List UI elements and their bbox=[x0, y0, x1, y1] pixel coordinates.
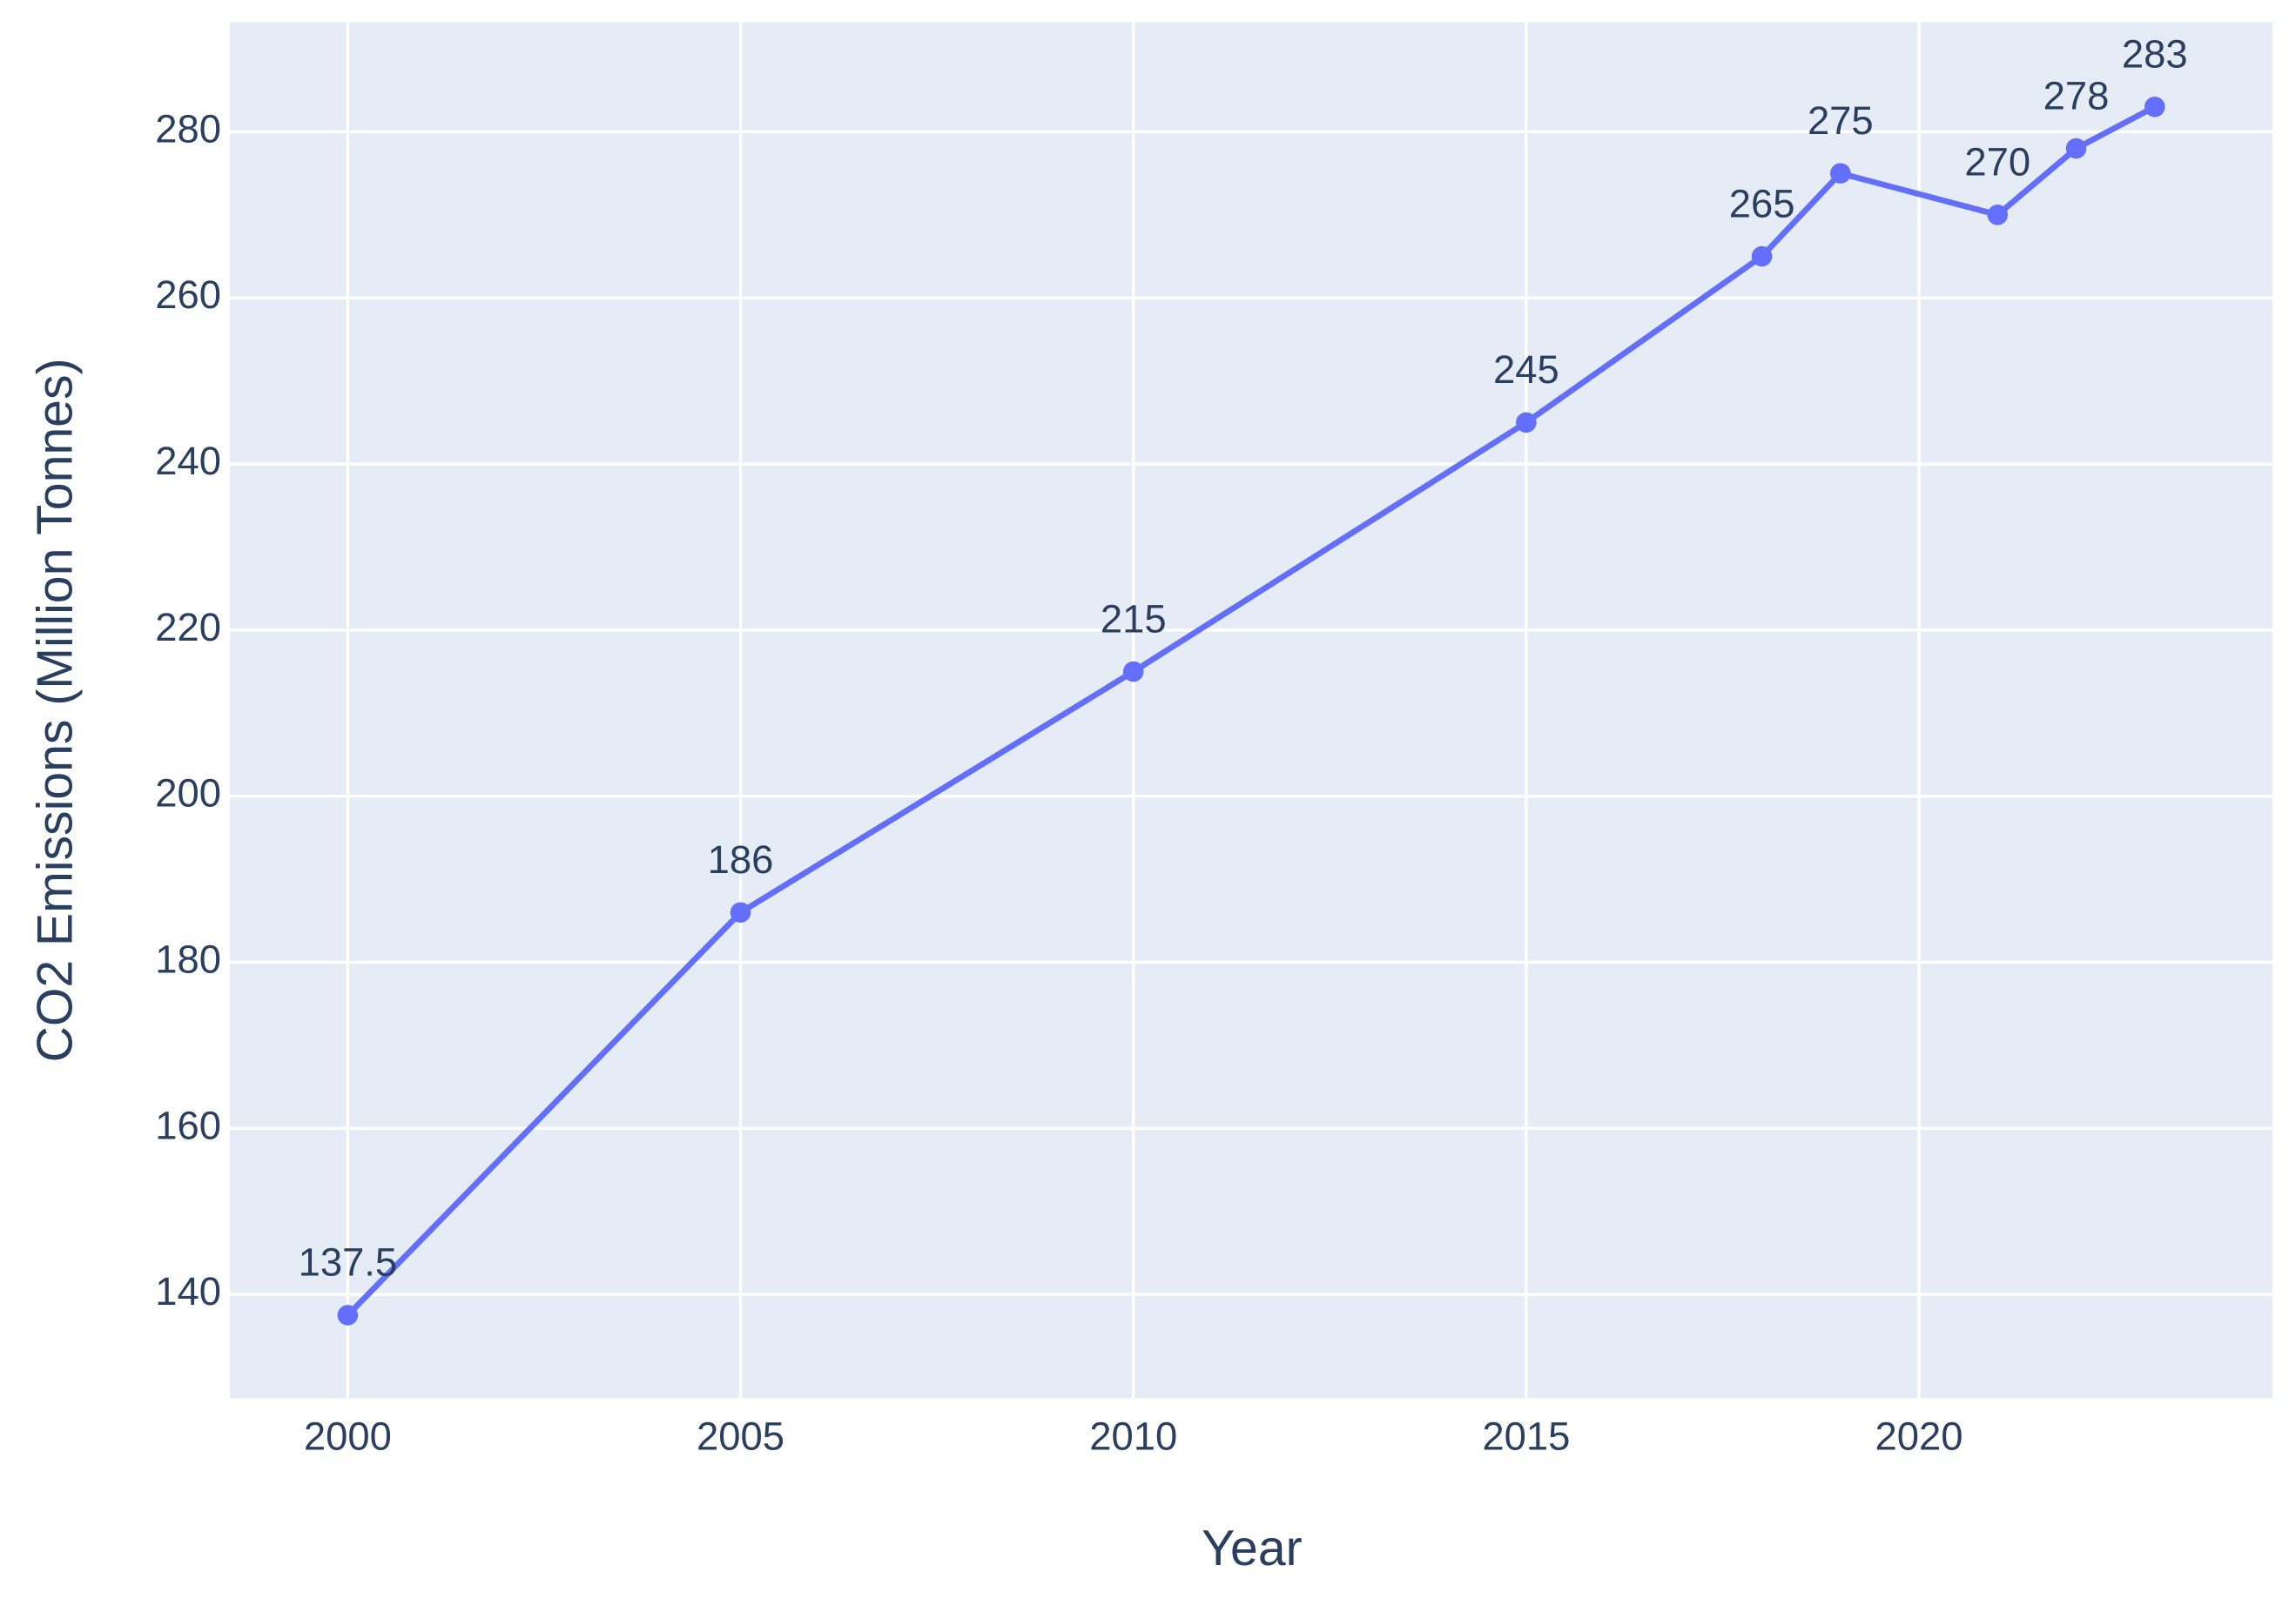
data-label: 245 bbox=[1493, 347, 1559, 392]
y-tick-label: 240 bbox=[155, 439, 221, 483]
marker bbox=[1830, 163, 1851, 184]
x-tick-label: 2010 bbox=[1089, 1414, 1177, 1458]
marker bbox=[2065, 138, 2087, 159]
marker bbox=[2144, 97, 2165, 118]
data-label: 275 bbox=[1808, 98, 1874, 143]
data-label: 278 bbox=[2044, 73, 2110, 118]
marker bbox=[1516, 412, 1537, 433]
y-axis-title: CO2 Emissions (Million Tonnes) bbox=[27, 358, 83, 1062]
x-tick-label: 2015 bbox=[1482, 1414, 1570, 1458]
marker bbox=[1122, 661, 1144, 682]
marker bbox=[337, 1305, 359, 1326]
y-tick-label: 200 bbox=[155, 771, 221, 816]
data-label: 265 bbox=[1729, 181, 1795, 225]
y-tick-label: 220 bbox=[155, 605, 221, 649]
y-tick-label: 140 bbox=[155, 1269, 221, 1313]
grid bbox=[230, 22, 2273, 1399]
data-label: 186 bbox=[708, 837, 774, 882]
x-tick-label: 2000 bbox=[304, 1414, 392, 1458]
x-axis-title: Year bbox=[1202, 1521, 1302, 1576]
data-label: 270 bbox=[1964, 140, 2030, 185]
x-tick-label: 2005 bbox=[697, 1414, 784, 1458]
marker bbox=[1751, 245, 1773, 267]
y-tick-label: 180 bbox=[155, 937, 221, 981]
y-tick-label: 260 bbox=[155, 272, 221, 317]
marks: 137.5 186 215 245 265 275 270 278 283 bbox=[299, 32, 2188, 1326]
marker bbox=[730, 902, 751, 923]
x-tick-label: 2020 bbox=[1875, 1414, 1963, 1458]
plot-area bbox=[230, 22, 2273, 1399]
y-tick-label: 280 bbox=[155, 106, 221, 151]
marker bbox=[1987, 205, 2009, 225]
data-label: 283 bbox=[2122, 32, 2188, 77]
data-label: 215 bbox=[1101, 596, 1167, 641]
y-tick-label: 160 bbox=[155, 1103, 221, 1147]
data-label: 137.5 bbox=[299, 1240, 398, 1285]
